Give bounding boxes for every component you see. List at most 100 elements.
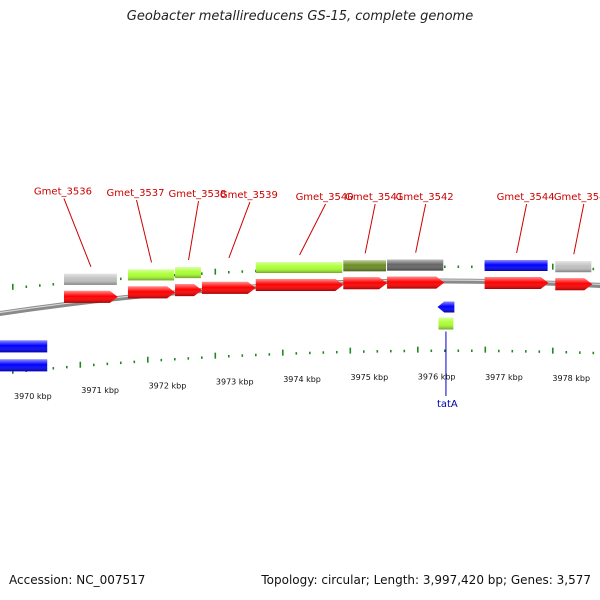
scale-label: 3973 kbp: [216, 378, 254, 387]
label-leader-line: [136, 199, 152, 263]
partial-cds-shade: [0, 340, 48, 353]
plus-strand-tick: [39, 284, 41, 287]
gene-label[interactable]: Gmet_3541: [345, 192, 403, 203]
minus-strand-tick: [282, 349, 284, 356]
minus-strand-tick: [268, 353, 271, 356]
minus-strand-tick: [376, 350, 379, 353]
minus-strand-tick: [579, 351, 581, 354]
gene-gmet-3541-cds-shade: [343, 277, 388, 290]
map-title: Geobacter metallireducens GS-15, complet…: [126, 9, 474, 24]
minus-strand-tick: [174, 357, 176, 361]
minus-strand-tick: [322, 351, 325, 354]
label-leader-line: [516, 203, 528, 254]
gene-gmet-3544-cog-shade: [484, 259, 548, 271]
label-leader-line: [573, 203, 585, 255]
plus-strand-tick: [471, 265, 473, 269]
gene-gmet-3541-cog-shade: [343, 260, 387, 272]
partial-cog-shade: [0, 359, 48, 372]
gene-tata-cog-shade: [438, 317, 454, 330]
minus-strand-tick: [214, 352, 217, 359]
minus-strand-tick: [552, 347, 554, 354]
minus-strand-tick: [444, 349, 446, 353]
minus-strand-tick: [106, 362, 109, 366]
gene-gmet-3542-cog-shade: [387, 259, 444, 271]
gene-gmet-3537-cds-shade: [127, 286, 176, 299]
minus-strand-tick: [120, 361, 122, 365]
accession-text: Accession: NC_007517: [9, 573, 146, 587]
gene-label[interactable]: tatA: [437, 399, 458, 410]
minus-strand-tick: [592, 351, 595, 355]
plus-strand-tick: [457, 265, 460, 269]
minus-strand-tick: [187, 357, 190, 360]
gene-label[interactable]: Gmet_3536: [34, 186, 92, 197]
minus-strand-tick: [66, 365, 68, 369]
plus-strand-tick: [228, 270, 230, 274]
gene-gmet-3538-cog-shade: [175, 267, 201, 279]
minus-strand-tick: [511, 349, 514, 353]
gene-label[interactable]: Gmet_3542: [396, 192, 454, 203]
minus-strand-tick: [403, 349, 406, 353]
plus-strand-tick: [592, 267, 595, 271]
gene-gmet-3545-cds-shade: [555, 278, 593, 291]
gene-gmet-3536-cds-shade: [64, 290, 118, 303]
plus-strand-tick: [174, 273, 176, 277]
scale-label: 3972 kbp: [149, 381, 187, 390]
minus-strand-tick: [349, 347, 352, 354]
minus-strand-tick: [201, 356, 203, 359]
plus-strand-tick: [241, 270, 244, 273]
label-leader-line: [228, 201, 251, 259]
minus-strand-tick: [471, 349, 473, 353]
gene-gmet-3537-cog-shade: [127, 269, 175, 281]
minus-strand-tick: [93, 363, 95, 367]
label-leader-line: [364, 203, 376, 254]
scale-label: 3975 kbp: [351, 373, 389, 382]
label-leader-line: [299, 203, 327, 256]
minus-strand-tick: [79, 361, 82, 368]
minus-strand-tick: [255, 353, 257, 357]
gene-label[interactable]: Gmet_3538: [169, 189, 227, 200]
gene-gmet-3542-cds-shade: [387, 276, 445, 289]
minus-strand-tick: [228, 354, 230, 358]
label-leader-line: [188, 200, 200, 261]
minus-strand-tick: [565, 350, 568, 354]
gene-label[interactable]: Gmet_3537: [107, 188, 165, 199]
minus-strand-tick: [417, 346, 419, 353]
plus-strand-tick: [552, 263, 554, 270]
plus-strand-tick: [255, 269, 257, 273]
plus-strand-tick: [214, 268, 217, 275]
scale-label: 3971 kbp: [81, 386, 119, 395]
gene-label[interactable]: Gmet_3544: [497, 192, 555, 203]
minus-strand-tick: [52, 367, 55, 370]
gene-label[interactable]: Gmet_3539: [220, 190, 278, 201]
minus-strand-tick: [525, 350, 527, 353]
minus-strand-tick: [457, 349, 460, 353]
gene-gmet-3539-cds-shade: [201, 281, 256, 294]
minus-strand-tick: [390, 349, 392, 353]
minus-strand-tick: [538, 350, 541, 353]
gene-gmet-3540-cds-shade: [255, 279, 344, 292]
gene-label[interactable]: Gmet_3545: [554, 192, 600, 203]
gene-gmet-3540-cog-shade: [255, 262, 343, 274]
gene-tata-cds-shade: [437, 301, 455, 313]
label-leader-line: [415, 203, 427, 253]
minus-strand-tick: [498, 349, 500, 353]
minus-strand-tick: [133, 360, 136, 364]
scale-layer: 3970 kbp 3971 kbp 3972 kbp 3973 kbp 3974 kbp…: [14, 373, 590, 401]
minus-strand-tick: [363, 350, 365, 353]
minus-strand-tick: [309, 351, 311, 355]
scale-label: 3978 kbp: [552, 374, 590, 383]
gene-gmet-3545-cog-shade: [555, 261, 592, 273]
scale-label: 3976 kbp: [418, 373, 456, 382]
plus-strand-tick: [444, 265, 446, 269]
gene-gmet-3538-cds-shade: [175, 284, 202, 297]
scale-label: 3970 kbp: [14, 392, 52, 401]
minus-strand-tick: [160, 358, 163, 362]
genome-summary-text: Topology: circular; Length: 3,997,420 bp…: [261, 573, 591, 587]
gene-label[interactable]: Gmet_3540: [296, 192, 354, 203]
minus-strand-tick: [295, 352, 298, 355]
minus-strand-tick: [484, 346, 487, 353]
plus-strand-tick: [201, 272, 203, 275]
scale-label: 3977 kbp: [485, 373, 523, 382]
